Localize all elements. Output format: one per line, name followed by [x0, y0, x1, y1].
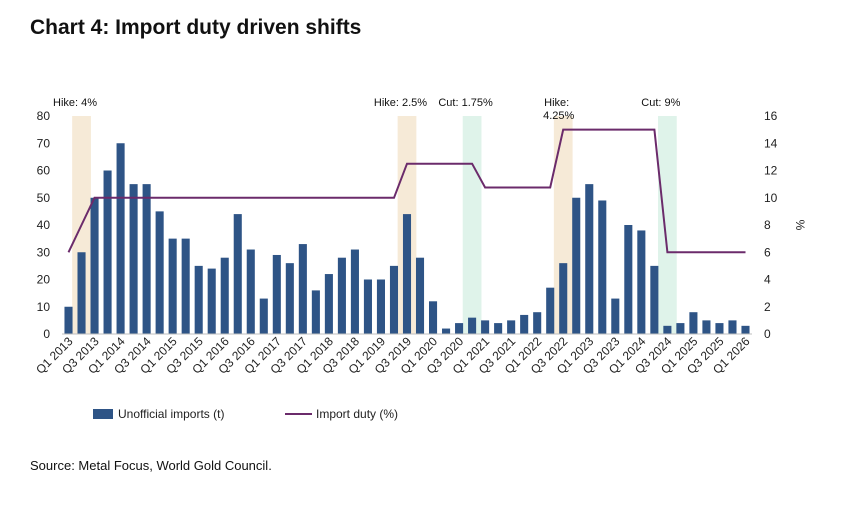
- bar: [246, 249, 255, 334]
- bar: [285, 263, 294, 334]
- annotation-band: [553, 116, 573, 334]
- bar: [389, 265, 399, 334]
- bar: [142, 184, 151, 334]
- y-right-axis-label: %: [793, 220, 807, 231]
- y-left-tick-label: 80: [37, 109, 51, 123]
- bar: [663, 325, 672, 334]
- chart-title: Chart 4: Import duty driven shifts: [30, 16, 362, 39]
- y-left-tick-label: 60: [37, 164, 51, 178]
- y-right-tick-label: 8: [764, 218, 771, 232]
- bar: [350, 249, 359, 334]
- bar: [363, 279, 372, 334]
- bar: [181, 238, 190, 334]
- bar: [598, 200, 607, 334]
- y-left-tick-label: 70: [37, 136, 51, 150]
- y-left-tick-label: 10: [37, 300, 51, 314]
- y-right-tick-label: 4: [764, 273, 771, 287]
- bar: [624, 225, 633, 334]
- annotation-label: Cut: 9%: [641, 97, 680, 109]
- bar: [442, 328, 451, 334]
- annotation-labels: Hike: 4% Hike: 2.5% Cut: 1.75% Hike:4.25% Cu…: [53, 97, 681, 122]
- bar: [402, 214, 412, 334]
- bar: [337, 257, 346, 334]
- annotation-label: Hike: 2.5%: [374, 97, 427, 109]
- annotation-band: [658, 116, 677, 334]
- bar: [77, 252, 86, 334]
- bar: [90, 197, 99, 334]
- annotation-bands: [72, 116, 677, 334]
- legend: Unofficial imports (t) Import duty (%): [93, 407, 398, 421]
- y-right-tick-label: 14: [764, 136, 778, 150]
- bar: [676, 323, 685, 334]
- y-left-tick-label: 40: [37, 218, 51, 232]
- y-left-tick-label: 0: [43, 327, 50, 341]
- bar: [650, 265, 659, 334]
- annotation-label: Hike: 4%: [53, 97, 97, 109]
- y-right-tick-label: 6: [764, 245, 771, 259]
- bar: [494, 323, 503, 334]
- bar: [207, 268, 216, 334]
- y-left-tick-label: 20: [37, 273, 51, 287]
- bar: [481, 320, 490, 334]
- annotation-label: Cut: 1.75%: [438, 97, 493, 109]
- annotation-band: [462, 116, 482, 334]
- bar: [64, 306, 73, 334]
- bar: [572, 197, 581, 334]
- bar: [220, 257, 229, 334]
- y-right-tick-label: 12: [764, 164, 778, 178]
- annotation-label: 4.25%: [543, 110, 574, 122]
- line-series: [67, 128, 746, 254]
- legend-label-bars: Unofficial imports (t): [118, 407, 224, 421]
- bar: [324, 274, 333, 334]
- bar: [611, 298, 620, 334]
- bar: [168, 238, 177, 334]
- bar: [507, 320, 516, 334]
- legend-label-line: Import duty (%): [316, 407, 398, 421]
- bar: [429, 301, 438, 334]
- source-note: Source: Metal Focus, World Gold Council.: [30, 458, 272, 473]
- bar: [585, 184, 594, 334]
- bar: [233, 214, 242, 334]
- bar: [259, 298, 268, 334]
- bar: [728, 320, 737, 334]
- bar: [689, 312, 698, 334]
- bar: [637, 230, 646, 334]
- annotation-label: Hike:: [544, 97, 569, 109]
- bar: [376, 279, 385, 334]
- bar: [741, 325, 750, 334]
- bar: [298, 244, 307, 334]
- bar-series: [64, 143, 750, 334]
- bar: [455, 323, 464, 334]
- y-right-tick-label: 16: [764, 109, 778, 123]
- bar: [103, 170, 112, 334]
- bar: [129, 184, 138, 334]
- legend-swatch-bars: [93, 409, 113, 419]
- bar: [116, 143, 125, 334]
- bar: [155, 211, 164, 334]
- bar: [520, 314, 529, 334]
- y-right-tick-label: 0: [764, 327, 771, 341]
- bar: [715, 323, 724, 334]
- bar: [272, 254, 281, 334]
- y-left-tick-label: 30: [37, 245, 51, 259]
- bar: [702, 320, 711, 334]
- bar: [311, 290, 320, 334]
- y-right-tick-label: 10: [764, 191, 778, 205]
- y-left-tick-label: 50: [37, 191, 51, 205]
- bar: [559, 263, 568, 334]
- bar: [194, 265, 203, 334]
- bar: [533, 312, 542, 334]
- bar: [546, 287, 555, 334]
- y-right-tick-label: 2: [764, 300, 771, 314]
- bar: [415, 257, 425, 334]
- bar: [468, 317, 477, 334]
- duty-line: [67, 128, 746, 254]
